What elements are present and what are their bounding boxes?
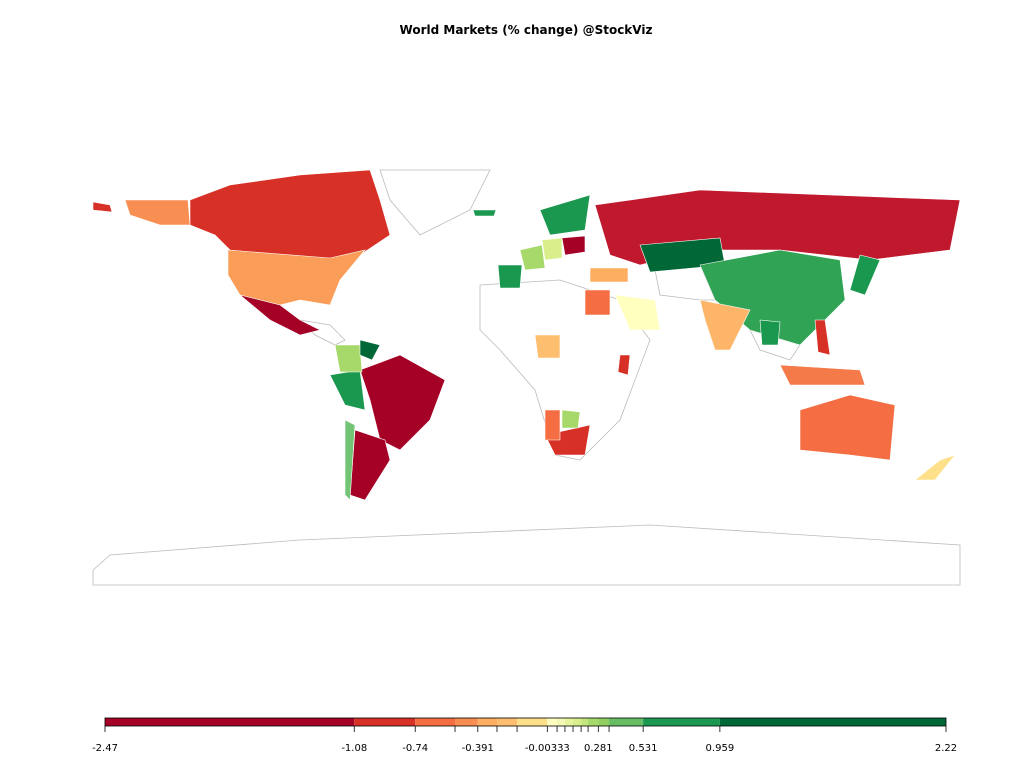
legend-swatch: [564, 718, 574, 726]
world-map: [92, 169, 961, 586]
legend-swatch: [455, 718, 478, 726]
legend-swatch: [105, 718, 355, 726]
legend-swatch: [643, 718, 720, 726]
legend-swatch: [588, 718, 599, 726]
legend-tick-label: -2.47: [92, 743, 118, 754]
legend-swatch: [609, 718, 644, 726]
legend-swatch: [354, 718, 416, 726]
legend-swatch: [573, 718, 582, 726]
legend-tick-label: 0.281: [584, 743, 613, 754]
legend-swatch: [415, 718, 456, 726]
legend-swatch: [598, 718, 610, 726]
legend-swatch: [517, 718, 548, 726]
legend-tick-label: -1.08: [341, 743, 367, 754]
legend-tick-label: 2.22: [935, 743, 957, 754]
legend-swatch: [557, 718, 565, 726]
legend-tick-label: 0.531: [629, 743, 658, 754]
legend-tick-label: -0.391: [462, 743, 494, 754]
legend-swatch: [719, 718, 946, 726]
legend-swatch: [581, 718, 589, 726]
legend-tick-label: -0.74: [402, 743, 428, 754]
map-title: World Markets (% change) @StockViz: [400, 23, 653, 37]
legend-swatch: [496, 718, 518, 726]
legend-tick-label: -0.00333: [525, 743, 570, 754]
legend-swatch: [477, 718, 497, 726]
legend-frame: [104, 717, 947, 727]
legend-swatch: [547, 718, 558, 726]
legend-tick-label: 0.959: [706, 743, 735, 754]
legend: -2.47 -1.08 -0.74 -0.391 -0.00333 0.281 0.531 0…: [92, 717, 957, 754]
